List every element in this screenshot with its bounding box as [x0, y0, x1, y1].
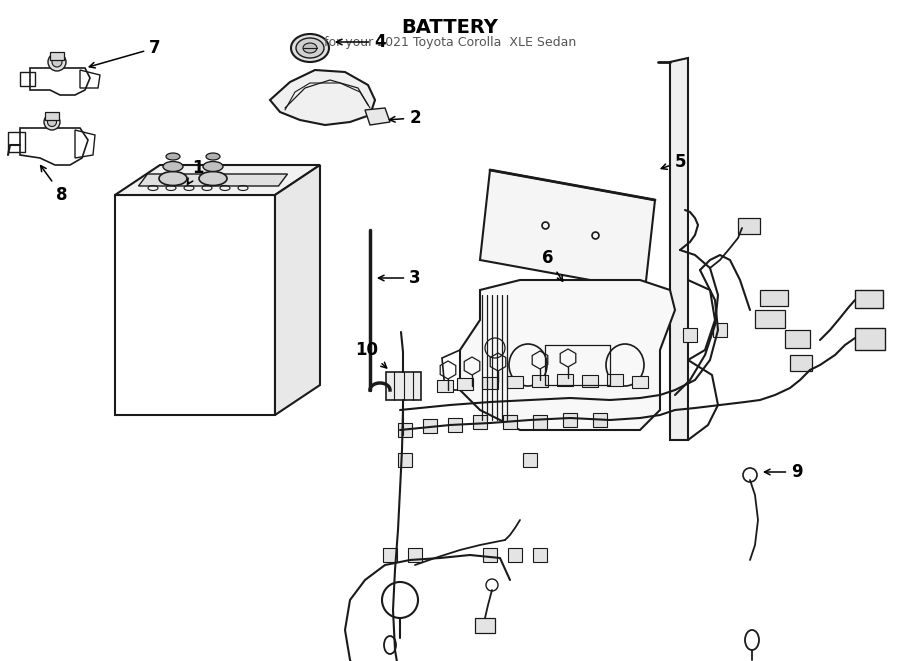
Bar [507, 376, 523, 388]
Polygon shape [115, 165, 320, 195]
Text: 3: 3 [379, 269, 421, 287]
Bar [533, 548, 547, 562]
Text: 9: 9 [764, 463, 803, 481]
Polygon shape [365, 108, 390, 125]
Bar [473, 415, 487, 429]
Bar [533, 415, 547, 429]
Ellipse shape [303, 43, 317, 53]
Polygon shape [480, 170, 655, 290]
Bar [50, 52, 64, 60]
Bar [785, 330, 810, 348]
Bar [475, 618, 495, 633]
Text: 10: 10 [356, 341, 387, 368]
Bar [398, 453, 412, 467]
Text: 4: 4 [337, 33, 386, 51]
Ellipse shape [203, 161, 223, 171]
Bar [632, 376, 648, 388]
Text: 6: 6 [542, 249, 562, 281]
Polygon shape [275, 165, 320, 415]
Ellipse shape [163, 161, 183, 171]
Bar [523, 453, 537, 467]
Bar [855, 328, 885, 350]
Polygon shape [670, 58, 688, 440]
Text: 2: 2 [390, 109, 421, 127]
Text: 1: 1 [187, 159, 203, 184]
Ellipse shape [52, 57, 62, 67]
Ellipse shape [296, 38, 324, 58]
Ellipse shape [199, 171, 227, 186]
Ellipse shape [44, 114, 60, 130]
Text: 8: 8 [40, 166, 68, 204]
Bar [483, 548, 497, 562]
Text: 7: 7 [89, 39, 161, 68]
Bar [713, 323, 727, 337]
Bar [557, 374, 573, 386]
Bar [683, 328, 697, 342]
Bar [760, 290, 788, 306]
Bar [582, 375, 598, 387]
Bar [508, 548, 522, 562]
Ellipse shape [48, 53, 66, 71]
Bar [503, 415, 517, 429]
Bar [383, 548, 397, 562]
Bar [738, 218, 760, 234]
Text: BATTERY: BATTERY [401, 18, 499, 37]
Text: for your 2021 Toyota Corolla  XLE Sedan: for your 2021 Toyota Corolla XLE Sedan [324, 36, 576, 49]
Bar [408, 548, 422, 562]
Bar [755, 310, 785, 328]
Bar [45, 112, 59, 120]
Bar [563, 413, 577, 427]
Bar [437, 380, 453, 392]
Ellipse shape [206, 153, 220, 160]
Polygon shape [139, 174, 287, 186]
Polygon shape [270, 70, 375, 125]
Bar [593, 413, 607, 427]
Bar [532, 375, 548, 387]
Bar [482, 377, 498, 389]
Bar [423, 419, 437, 433]
Bar [790, 355, 812, 371]
Bar [855, 290, 883, 308]
Text: 5: 5 [662, 153, 686, 171]
Ellipse shape [291, 34, 329, 62]
Bar [398, 423, 412, 437]
Bar [607, 374, 623, 386]
Ellipse shape [159, 171, 187, 186]
Ellipse shape [48, 118, 57, 126]
Polygon shape [386, 372, 421, 400]
Ellipse shape [166, 153, 180, 160]
Bar [457, 378, 473, 390]
Bar [448, 418, 462, 432]
Polygon shape [460, 280, 675, 430]
